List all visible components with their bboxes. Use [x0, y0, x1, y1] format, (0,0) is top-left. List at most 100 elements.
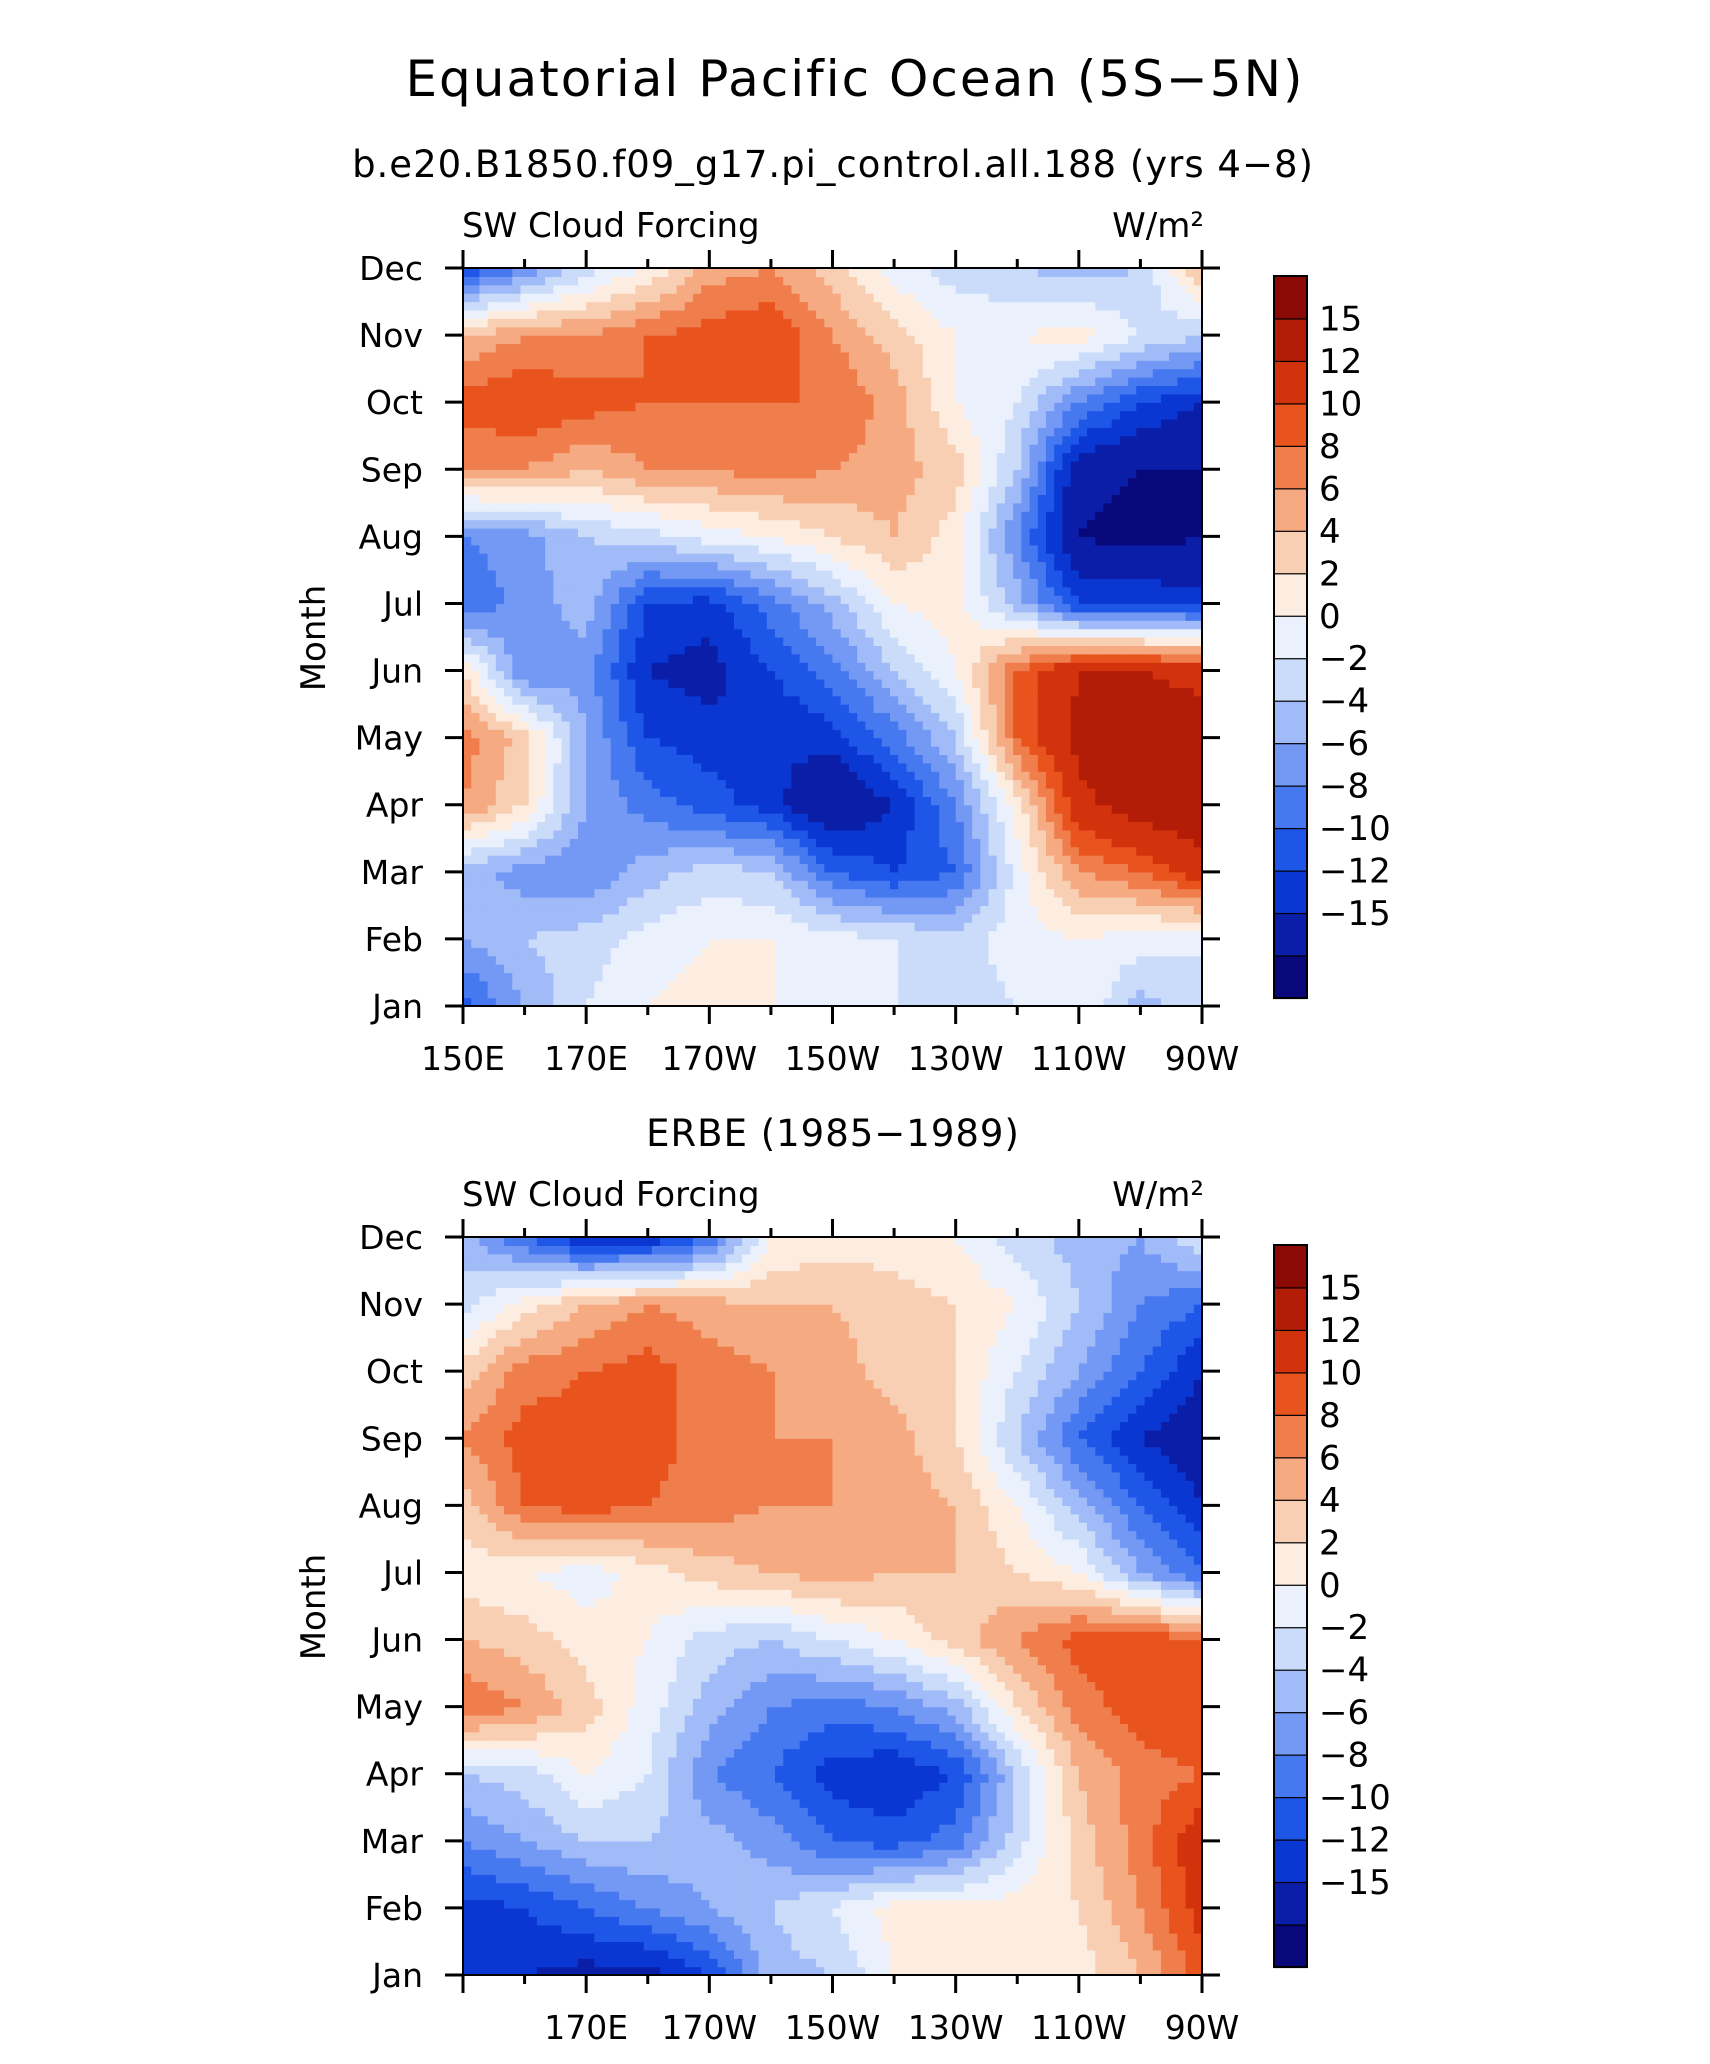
heatmap-cell — [857, 586, 866, 596]
heatmap-cell — [725, 796, 735, 806]
heatmap-cell — [1021, 704, 1031, 714]
heatmap-cell — [1103, 729, 1113, 739]
heatmap-cell — [1062, 804, 1072, 814]
heatmap-cell — [742, 913, 751, 923]
heatmap-cell — [668, 595, 678, 605]
heatmap-cell — [972, 746, 981, 756]
heatmap-cell — [1021, 561, 1031, 571]
heatmap-cell — [627, 972, 637, 982]
heatmap-cell — [561, 695, 571, 705]
heatmap-cell — [848, 653, 858, 663]
heatmap-cell — [1045, 930, 1055, 940]
heatmap-cell — [988, 796, 998, 806]
heatmap-cell — [725, 846, 735, 856]
heatmap-cell — [1045, 620, 1055, 630]
heatmap-cell — [1078, 595, 1088, 605]
heatmap-cell — [627, 930, 637, 940]
heatmap-cell — [528, 771, 538, 781]
heatmap-cell — [816, 855, 825, 865]
heatmap-cell — [479, 569, 489, 579]
heatmap-cell — [536, 578, 546, 588]
heatmap-cell — [495, 997, 505, 1007]
heatmap-cell — [857, 569, 866, 579]
heatmap-cell — [536, 536, 546, 546]
heatmap-cell — [840, 670, 850, 680]
heatmap-cell — [495, 578, 505, 588]
heatmap-cell — [824, 846, 834, 856]
heatmap-cell — [1119, 855, 1129, 865]
heatmap-cell — [536, 922, 546, 932]
heatmap-cell — [947, 662, 957, 672]
heatmap-cell — [676, 762, 686, 772]
heatmap-cell — [1144, 687, 1154, 697]
heatmap-cell — [471, 871, 481, 881]
heatmap-cell — [635, 569, 645, 579]
heatmap-cell — [840, 829, 850, 839]
heatmap-cell — [1193, 980, 1203, 990]
heatmap-cell — [504, 595, 513, 605]
heatmap-cell — [1029, 829, 1039, 839]
heatmap-cell — [816, 578, 825, 588]
heatmap-cell — [725, 896, 735, 906]
heatmap-cell — [1070, 561, 1080, 571]
heatmap-cell — [586, 737, 595, 747]
heatmap-cell — [545, 779, 554, 789]
heatmap-cell — [1062, 913, 1072, 923]
heatmap-cell — [660, 569, 669, 579]
heatmap-cell — [471, 670, 481, 680]
heatmap-cell — [594, 947, 604, 957]
heatmap-cell — [832, 544, 842, 554]
heatmap-cell — [914, 544, 924, 554]
heatmap-cell — [1177, 620, 1187, 630]
heatmap-cell — [865, 779, 875, 789]
heatmap-cell — [742, 561, 751, 571]
heatmap-cell — [1095, 653, 1105, 663]
heatmap-cell — [848, 561, 858, 571]
heatmap-cell — [980, 871, 990, 881]
heatmap-cell — [627, 779, 637, 789]
heatmap-cell — [889, 896, 899, 906]
heatmap-cell — [1185, 729, 1195, 739]
heatmap-cell — [463, 712, 472, 722]
heatmap-cell — [1013, 813, 1022, 823]
heatmap-cell — [1177, 913, 1187, 923]
heatmap-cell — [643, 645, 653, 655]
heatmap-cell — [1087, 586, 1096, 596]
heatmap-cell — [1013, 762, 1022, 772]
heatmap-cell — [692, 804, 702, 814]
heatmap-cell — [643, 662, 653, 672]
heatmap-cell — [586, 746, 595, 756]
heatmap-cell — [635, 905, 645, 915]
heatmap-cell — [610, 796, 620, 806]
heatmap-cell — [701, 553, 710, 563]
heatmap-cell — [619, 955, 628, 965]
heatmap-cell — [758, 653, 768, 663]
heatmap-cell — [1004, 888, 1014, 898]
heatmap-cell — [520, 561, 530, 571]
heatmap-cell — [750, 855, 760, 865]
heatmap-cell — [898, 670, 907, 680]
heatmap-cell — [643, 955, 653, 965]
heatmap-cell — [775, 964, 784, 974]
heatmap-cell — [922, 578, 932, 588]
heatmap-cell — [1160, 980, 1170, 990]
heatmap-cell — [832, 779, 842, 789]
heatmap-cell — [1103, 846, 1113, 856]
heatmap-cell — [1185, 586, 1195, 596]
heatmap-cell — [963, 645, 973, 655]
heatmap-cell — [725, 905, 735, 915]
heatmap-cell — [1185, 712, 1195, 722]
heatmap-cell — [577, 838, 587, 848]
heatmap-cell — [742, 628, 751, 638]
heatmap-cell — [651, 704, 661, 714]
heatmap-cell — [569, 829, 579, 839]
heatmap-cell — [676, 955, 686, 965]
heatmap-cell — [512, 544, 522, 554]
heatmap-cell — [881, 595, 891, 605]
heatmap-cell — [939, 896, 949, 906]
heatmap-cell — [1087, 829, 1096, 839]
heatmap-cell — [660, 855, 669, 865]
heatmap-cell — [906, 922, 916, 932]
heatmap-cell — [1054, 855, 1064, 865]
heatmap-cell — [635, 595, 645, 605]
